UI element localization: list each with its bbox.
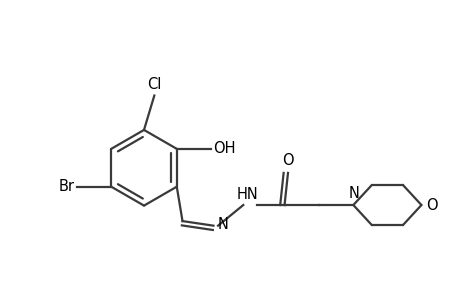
Text: N: N xyxy=(348,186,359,201)
Text: Cl: Cl xyxy=(147,76,161,92)
Text: Br: Br xyxy=(58,179,74,194)
Text: OH: OH xyxy=(213,141,235,156)
Text: O: O xyxy=(281,153,293,168)
Text: O: O xyxy=(425,197,437,212)
Text: N: N xyxy=(217,217,228,232)
Text: HN: HN xyxy=(236,187,258,202)
